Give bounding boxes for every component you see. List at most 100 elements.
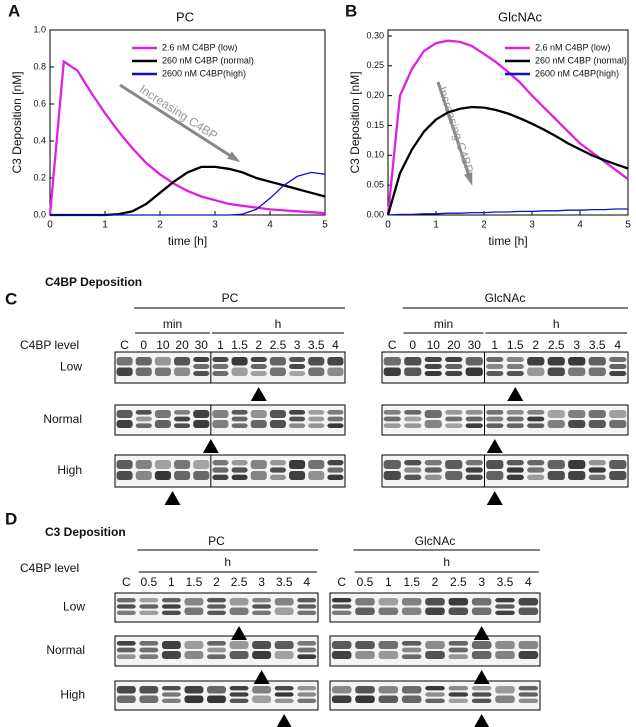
band <box>289 410 306 415</box>
panel-letter: B <box>345 1 357 20</box>
legend-label: 2600 nM C4BP(high) <box>535 68 619 78</box>
band <box>424 371 442 376</box>
band <box>527 423 545 428</box>
band <box>588 367 606 376</box>
legend-label: 2600 nM C4BP(high) <box>162 68 246 78</box>
band <box>327 474 344 480</box>
x-tick-label: 4 <box>577 220 583 231</box>
band <box>139 604 159 609</box>
arrowhead <box>486 439 503 453</box>
lane-label: 2.5 <box>548 338 565 352</box>
band <box>212 474 229 480</box>
band <box>445 371 463 376</box>
band <box>609 364 627 369</box>
band <box>448 654 469 659</box>
x-tick-label: 3 <box>529 220 535 231</box>
lane-label: 3.5 <box>308 338 325 352</box>
lane-label: 3 <box>258 575 265 589</box>
x-tick-label: 1 <box>433 220 439 231</box>
band <box>229 607 249 615</box>
band <box>139 695 159 703</box>
band <box>495 598 515 603</box>
band <box>547 357 565 366</box>
lane-label: 3.5 <box>276 575 293 589</box>
band <box>252 686 272 694</box>
band <box>486 357 504 362</box>
row-label: Normal <box>43 412 82 426</box>
row-label: Normal <box>46 643 85 657</box>
band <box>506 364 524 369</box>
annotation: Increasing C4BP <box>435 85 476 175</box>
band <box>252 695 272 703</box>
band <box>465 357 483 366</box>
series-line <box>50 171 326 216</box>
band <box>274 598 294 606</box>
lane-label: 20 <box>175 338 189 352</box>
band <box>161 598 181 603</box>
band <box>471 641 492 649</box>
arrow-head <box>227 151 241 163</box>
lane-label: 4 <box>332 338 339 352</box>
group-title: GlcNAc <box>415 534 456 548</box>
band <box>193 471 210 480</box>
annotation-arrow <box>119 83 238 162</box>
lane-label: 1 <box>385 575 392 589</box>
y-tick-label: 0.05 <box>366 180 384 190</box>
band <box>404 410 422 415</box>
y-tick-label: 0.8 <box>33 61 46 71</box>
plot-frame <box>387 29 629 216</box>
band <box>331 695 352 703</box>
unit-label: min <box>434 317 453 331</box>
band <box>231 467 248 473</box>
band <box>355 598 375 606</box>
band <box>308 357 325 366</box>
band <box>404 460 422 466</box>
y-tick-label: 0.25 <box>366 60 384 70</box>
y-tick-label: 0.15 <box>366 120 384 130</box>
band <box>445 410 463 415</box>
band <box>274 692 294 697</box>
band <box>274 698 294 703</box>
band <box>518 641 539 649</box>
band <box>250 471 267 480</box>
band <box>568 367 586 376</box>
band <box>547 460 565 469</box>
band <box>135 367 152 376</box>
band <box>383 460 401 469</box>
band <box>445 423 463 428</box>
band <box>231 474 248 480</box>
group-title: PC <box>208 534 225 548</box>
band <box>383 410 401 415</box>
band <box>193 460 210 469</box>
band <box>465 423 483 428</box>
unit-label: h <box>553 317 560 331</box>
blot-frame <box>381 351 629 384</box>
blot-frame <box>114 454 346 488</box>
band <box>518 698 539 703</box>
y-tick-label: 1.0 <box>33 24 46 34</box>
band <box>465 410 483 415</box>
lane-label: 0 <box>409 338 416 352</box>
band <box>527 460 545 466</box>
band <box>506 467 524 473</box>
band <box>289 423 306 428</box>
row-label: High <box>57 463 82 477</box>
lane-label: 20 <box>447 338 461 352</box>
band <box>495 641 515 649</box>
band <box>212 467 229 473</box>
x-tick-label: 1 <box>102 220 108 231</box>
band <box>383 357 401 366</box>
band <box>207 695 226 703</box>
band <box>327 367 344 376</box>
band <box>404 467 422 473</box>
y-tick-label: 0.6 <box>33 98 46 108</box>
band <box>193 371 210 376</box>
band <box>355 641 375 649</box>
y-axis-label: C3 Deposition [nM] <box>10 71 24 173</box>
band <box>154 410 171 418</box>
band <box>465 367 483 376</box>
arrowhead <box>253 670 270 684</box>
lane-label: C <box>388 338 397 352</box>
panel-letter: C <box>5 289 17 308</box>
lane-label: 3.5 <box>497 575 514 589</box>
